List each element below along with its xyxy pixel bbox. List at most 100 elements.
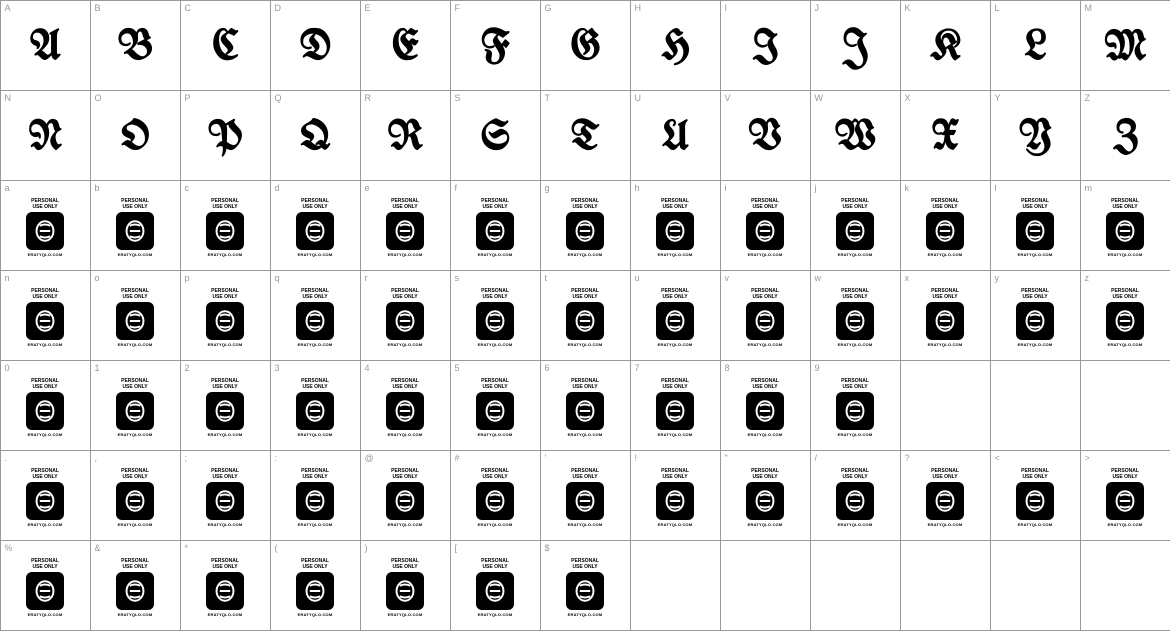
placeholder-logo-box	[746, 302, 784, 340]
char-cell: @PERSONALUSE ONLYERATYQLO.COM	[360, 450, 451, 541]
placeholder-url: ERATYQLO.COM	[1018, 522, 1053, 527]
cell-label: 0	[5, 363, 10, 373]
cell-label: .	[5, 453, 8, 463]
cell-label: (	[275, 543, 278, 553]
placeholder-url: ERATYQLO.COM	[478, 612, 513, 617]
logo-e-icon	[842, 218, 868, 244]
glyph-display: R	[388, 116, 422, 160]
cell-label: 1	[95, 363, 100, 373]
placeholder-text: PERSONALUSE ONLY	[121, 199, 149, 210]
placeholder-glyph: PERSONALUSE ONLYERATYQLO.COM	[926, 469, 964, 527]
cell-label: #	[455, 453, 460, 463]
placeholder-glyph: PERSONALUSE ONLYERATYQLO.COM	[1016, 199, 1054, 257]
placeholder-text: PERSONALUSE ONLY	[211, 379, 239, 390]
char-cell: &PERSONALUSE ONLYERATYQLO.COM	[90, 540, 181, 631]
placeholder-url: ERATYQLO.COM	[208, 342, 243, 347]
char-cell: sPERSONALUSE ONLYERATYQLO.COM	[450, 270, 541, 361]
logo-e-icon	[392, 308, 418, 334]
placeholder-text: PERSONALUSE ONLY	[121, 559, 149, 570]
placeholder-glyph: PERSONALUSE ONLY ERATYQLO.COM	[566, 289, 604, 347]
glyph-display: L	[1025, 26, 1046, 70]
char-cell: $PERSONALUSE ONLYERATYQLO.COM	[540, 540, 631, 631]
logo-e-icon	[572, 398, 598, 424]
cell-label: N	[5, 93, 12, 103]
placeholder-text: PERSONALUSE ONLY	[841, 199, 869, 210]
placeholder-url: ERATYQLO.COM	[1108, 522, 1143, 527]
placeholder-logo-box	[206, 212, 244, 250]
logo-e-icon	[302, 488, 328, 514]
placeholder-logo-box	[836, 392, 874, 430]
char-cell: rPERSONALUSE ONLYERATYQLO.COM	[360, 270, 451, 361]
placeholder-text: PERSONALUSE ONLY	[211, 289, 239, 300]
placeholder-text: PERSONALUSE ONLY	[301, 289, 329, 300]
glyph-display: Q	[300, 116, 329, 160]
cell-label: Q	[275, 93, 282, 103]
placeholder-url: ERATYQLO.COM	[388, 252, 423, 257]
cell-label: T	[545, 93, 551, 103]
placeholder-logo-box	[656, 392, 694, 430]
char-cell	[810, 540, 901, 631]
char-cell: yPERSONALUSE ONLYERATYQLO.COM	[990, 270, 1081, 361]
placeholder-logo-box	[26, 572, 64, 610]
cell-label: 5	[455, 363, 460, 373]
char-cell: EE	[360, 0, 451, 91]
placeholder-url: ERATYQLO.COM	[748, 252, 783, 257]
placeholder-url: ERATYQLO.COM	[478, 522, 513, 527]
logo-e-icon	[212, 578, 238, 604]
placeholder-text: PERSONALUSE ONLY	[1111, 289, 1139, 300]
cell-label: w	[815, 273, 822, 283]
char-cell: 0PERSONALUSE ONLYERATYQLO.COM	[0, 360, 91, 451]
char-cell: YY	[990, 90, 1081, 181]
placeholder-url: ERATYQLO.COM	[208, 432, 243, 437]
placeholder-glyph: PERSONALUSE ONLYERATYQLO.COM	[926, 199, 964, 257]
cell-label: 7	[635, 363, 640, 373]
placeholder-url: ERATYQLO.COM	[1018, 252, 1053, 257]
cell-label: %	[5, 543, 13, 553]
cell-label: /	[815, 453, 818, 463]
logo-e-icon	[122, 308, 148, 334]
placeholder-logo-box	[566, 212, 604, 250]
placeholder-glyph: PERSONALUSE ONLYERATYQLO.COM	[476, 559, 514, 617]
logo-e-icon	[932, 488, 958, 514]
logo-e-icon	[932, 308, 958, 334]
char-cell: II	[720, 0, 811, 91]
placeholder-glyph: PERSONALUSE ONLYERATYQLO.COM	[476, 199, 514, 257]
cell-label: Z	[1085, 93, 1091, 103]
placeholder-text: PERSONALUSE ONLY	[391, 559, 419, 570]
placeholder-text: PERSONALUSE ONLY	[571, 289, 599, 300]
placeholder-url: ERATYQLO.COM	[28, 252, 63, 257]
logo-e-icon	[752, 488, 778, 514]
placeholder-url: ERATYQLO.COM	[118, 522, 153, 527]
glyph-display: C	[212, 26, 237, 70]
placeholder-text: PERSONALUSE ONLY	[301, 199, 329, 210]
placeholder-glyph: PERSONALUSE ONLYERATYQLO.COM	[116, 199, 154, 257]
placeholder-glyph: PERSONALUSE ONLYERATYQLO.COM	[1106, 199, 1144, 257]
placeholder-text: PERSONALUSE ONLY	[1111, 199, 1139, 210]
char-cell: pPERSONALUSE ONLYERATYQLO.COM	[180, 270, 271, 361]
cell-label: K	[905, 3, 911, 13]
placeholder-glyph: PERSONALUSE ONLYERATYQLO.COM	[296, 289, 334, 347]
glyph-display: B	[119, 26, 152, 70]
cell-label: v	[725, 273, 730, 283]
char-cell: WW	[810, 90, 901, 181]
placeholder-glyph: PERSONALUSE ONLYERATYQLO.COM	[656, 199, 694, 257]
placeholder-glyph: PERSONALUSE ONLYERATYQLO.COM	[566, 379, 604, 437]
placeholder-text: PERSONALUSE ONLY	[841, 379, 869, 390]
placeholder-text: PERSONALUSE ONLY	[121, 379, 149, 390]
placeholder-text: PERSONALUSE ONLY	[211, 199, 239, 210]
cell-label: :	[275, 453, 278, 463]
placeholder-glyph: PERSONALUSE ONLYERATYQLO.COM	[836, 379, 874, 437]
cell-label: z	[1085, 273, 1090, 283]
placeholder-url: ERATYQLO.COM	[658, 432, 693, 437]
char-cell: CC	[180, 0, 271, 91]
placeholder-url: ERATYQLO.COM	[568, 342, 603, 347]
placeholder-logo-box	[386, 302, 424, 340]
char-cell: :PERSONALUSE ONLYERATYQLO.COM	[270, 450, 361, 541]
placeholder-glyph: PERSONALUSE ONLY ERATYQLO.COM	[206, 379, 244, 437]
logo-e-icon	[752, 308, 778, 334]
placeholder-logo-box	[386, 392, 424, 430]
logo-e-icon	[842, 488, 868, 514]
placeholder-logo-box	[296, 482, 334, 520]
placeholder-url: ERATYQLO.COM	[208, 252, 243, 257]
placeholder-logo-box	[926, 212, 964, 250]
